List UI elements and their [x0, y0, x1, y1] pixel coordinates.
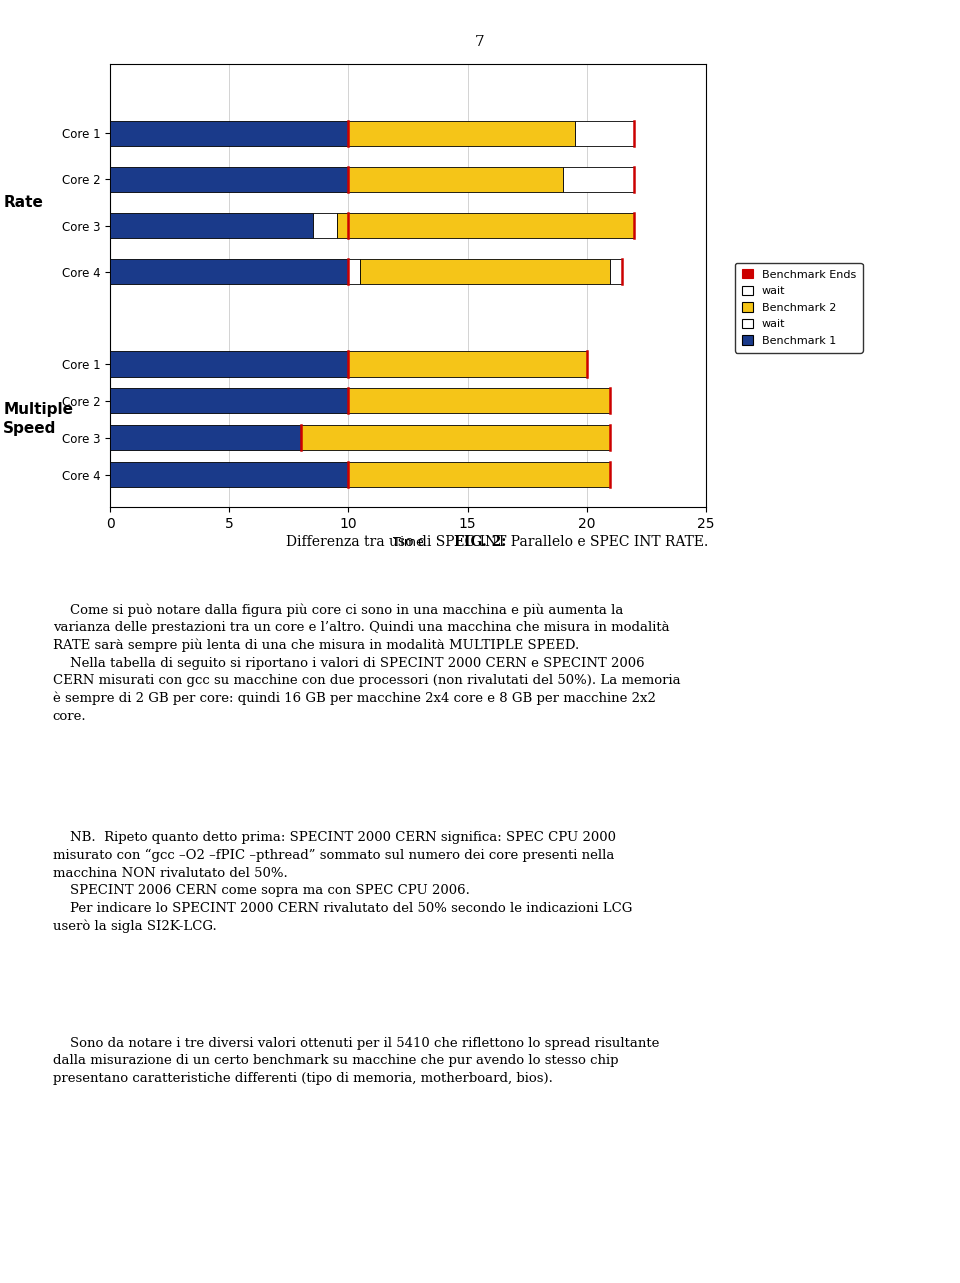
Bar: [348, 167, 563, 192]
Bar: [348, 121, 575, 146]
Text: Differenza tra uso di SPEC INT Parallelo e SPEC INT RATE.: Differenza tra uso di SPEC INT Parallelo…: [252, 535, 708, 549]
Text: NB.  Ripeto quanto detto prima: SPECINT 2000 CERN significa: SPEC CPU 2000
misur: NB. Ripeto quanto detto prima: SPECINT 2…: [53, 831, 633, 933]
Bar: [110, 462, 348, 488]
Text: Rate: Rate: [3, 195, 43, 210]
Bar: [348, 462, 611, 488]
Bar: [611, 259, 622, 285]
X-axis label: Time: Time: [393, 536, 423, 549]
Bar: [348, 259, 360, 285]
Bar: [110, 259, 348, 285]
Bar: [110, 167, 348, 192]
Bar: [110, 425, 300, 450]
Bar: [348, 352, 587, 376]
Bar: [110, 387, 348, 413]
Text: Sono da notare i tre diversi valori ottenuti per il 5410 che riflettono lo sprea: Sono da notare i tre diversi valori otte…: [53, 1037, 660, 1084]
Text: Come si può notare dalla figura più core ci sono in una macchina e più aumenta l: Come si può notare dalla figura più core…: [53, 603, 681, 722]
Legend: Benchmark Ends, wait, Benchmark 2, wait, Benchmark 1: Benchmark Ends, wait, Benchmark 2, wait,…: [735, 263, 862, 353]
Bar: [563, 167, 635, 192]
Bar: [313, 213, 337, 239]
Text: Multiple
Speed: Multiple Speed: [3, 403, 73, 436]
Text: FIG. 2:: FIG. 2:: [454, 535, 506, 549]
Bar: [300, 425, 611, 450]
Bar: [360, 259, 611, 285]
Bar: [337, 213, 635, 239]
Bar: [110, 121, 348, 146]
Bar: [110, 213, 313, 239]
Text: 7: 7: [475, 35, 485, 49]
Bar: [110, 352, 348, 376]
Bar: [575, 121, 635, 146]
Bar: [348, 387, 611, 413]
